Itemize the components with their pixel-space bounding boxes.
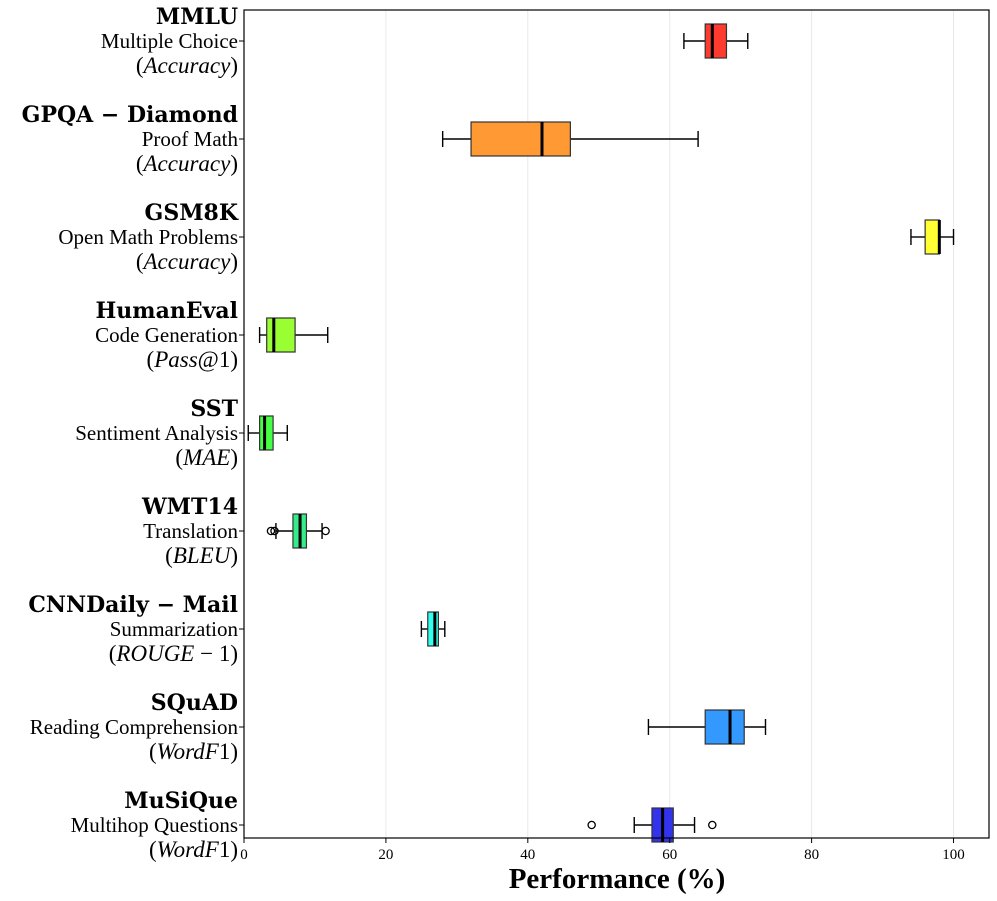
- category-task: Multihop Questions: [71, 813, 238, 837]
- category-metric: (MAE): [175, 445, 238, 470]
- box-group-mmlu: [683, 23, 749, 59]
- outlier-point: [270, 526, 279, 536]
- metric-open: (: [149, 837, 157, 862]
- category-task: Multiple Choice: [101, 29, 238, 53]
- metric-name: WordF: [157, 837, 220, 862]
- metric-name: Accuracy: [141, 249, 231, 274]
- category-title: SQuAD: [151, 690, 238, 716]
- metric-open: (: [175, 445, 183, 470]
- metric-name: ROUGE: [115, 641, 194, 666]
- box-group-cnndaily-mail: [420, 611, 446, 647]
- outlier-point: [266, 526, 276, 536]
- category-title: HumanEval: [96, 298, 238, 324]
- metric-close: − 1): [194, 641, 238, 666]
- box-group-gsm8k: [910, 219, 955, 255]
- box: [704, 23, 728, 59]
- category-metric: (ROUGE − 1): [109, 641, 238, 666]
- metric-name: WordF: [157, 739, 220, 764]
- category-title: GSM8K: [145, 200, 239, 226]
- category-task: Proof Math: [142, 127, 239, 151]
- category-task: Reading Comprehension: [30, 715, 239, 739]
- metric-name: BLEU: [173, 543, 232, 568]
- box: [266, 317, 296, 353]
- category-task: Code Generation: [95, 323, 238, 347]
- category-task: Sentiment Analysis: [75, 421, 238, 445]
- box: [427, 611, 440, 647]
- outlier-point: [321, 526, 330, 536]
- x-tick-label: 20: [378, 847, 393, 863]
- category-title: WMT14: [141, 494, 238, 520]
- metric-close: 1): [219, 739, 238, 764]
- metric-open: (: [136, 249, 144, 274]
- category-title: SST: [190, 396, 238, 422]
- category-title: GPQA − Diamond: [22, 102, 238, 128]
- metric-close: ): [230, 53, 238, 78]
- metric-open: (: [136, 151, 144, 176]
- metric-open: (: [165, 543, 173, 568]
- metric-close: ): [230, 543, 238, 568]
- category-task: Summarization: [110, 617, 239, 641]
- category-title: CNNDaily − Mail: [28, 592, 238, 618]
- box-group-wmt14: [266, 513, 330, 549]
- plot-frame: [243, 9, 990, 839]
- category-metric: (Accuracy): [136, 151, 238, 176]
- box-group-sst: [247, 415, 288, 451]
- x-tick-label: 40: [520, 847, 535, 863]
- metric-name: Accuracy: [141, 151, 231, 176]
- box: [259, 415, 274, 451]
- boxes: [247, 23, 955, 843]
- category-metric: (BLEU): [165, 543, 238, 568]
- x-tick-label: 100: [942, 847, 965, 863]
- x-axis: 0 20 40 60 80 100: [240, 838, 965, 863]
- box: [704, 709, 745, 745]
- category-metric: (Pass@1): [147, 347, 238, 372]
- metric-name: MAE: [182, 445, 230, 470]
- category-metric: (Accuracy): [136, 53, 238, 78]
- metric-open: (: [109, 641, 117, 666]
- metric-close: ): [230, 151, 238, 176]
- metric-close: @1): [198, 347, 238, 372]
- box-group-humaneval: [258, 317, 329, 353]
- box: [924, 219, 940, 255]
- category-metric: (WordF1): [149, 837, 238, 862]
- metric-close: ): [230, 249, 238, 274]
- x-tick-label: 0: [240, 847, 248, 863]
- metric-name: Pass: [153, 347, 198, 372]
- outlier-point: [587, 820, 596, 830]
- box-group-musique: [587, 807, 717, 843]
- category-title: MuSiQue: [124, 788, 238, 814]
- category-metric: (WordF1): [149, 739, 238, 764]
- metric-name: Accuracy: [141, 53, 231, 78]
- category-task: Open Math Problems: [58, 225, 238, 249]
- metric-open: (: [136, 53, 144, 78]
- x-tick-label: 60: [662, 847, 677, 863]
- box-group-squad: [647, 709, 767, 745]
- metric-close: 1): [219, 837, 238, 862]
- x-axis-label: Performance (%): [509, 863, 726, 895]
- category-metric: (Accuracy): [136, 249, 238, 274]
- outlier-point: [708, 820, 717, 830]
- x-tick-label: 80: [804, 847, 819, 863]
- metric-open: (: [147, 347, 155, 372]
- metric-open: (: [149, 739, 157, 764]
- category-title: MMLU: [156, 4, 238, 30]
- box: [470, 121, 571, 157]
- box-group-gpqa-diamond: [441, 121, 699, 157]
- metric-close: ): [230, 445, 238, 470]
- category-task: Translation: [143, 519, 238, 543]
